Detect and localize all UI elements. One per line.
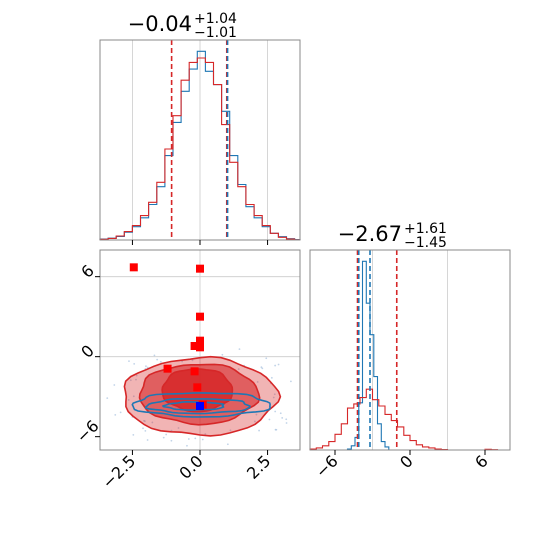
blue-contour-level-0 bbox=[131, 392, 271, 418]
hist-top-title-value: −0.04 bbox=[128, 12, 192, 36]
contour-sample-point bbox=[258, 429, 260, 432]
contour-sample-point bbox=[159, 360, 162, 363]
contour-sample-point bbox=[275, 428, 278, 431]
contour-ytick-label-2: 6 bbox=[77, 261, 98, 282]
hist-top-title: −0.04 +1.04−1.01 bbox=[128, 11, 237, 41]
hist-bottom-series-1 bbox=[309, 388, 499, 451]
contour-sample-point bbox=[221, 353, 224, 356]
red-marker-3 bbox=[196, 336, 204, 345]
contour-xtick-label-1: 0.0 bbox=[175, 451, 206, 482]
contour-sample-point bbox=[133, 362, 136, 365]
contour-sample-point bbox=[273, 393, 276, 396]
contour-sample-point bbox=[201, 438, 204, 441]
contour-sample-point bbox=[226, 443, 229, 446]
contour-sample-point bbox=[238, 348, 241, 351]
hist-bottom-series-0 bbox=[346, 260, 390, 450]
contour-sample-point bbox=[253, 420, 256, 423]
hist-bottom-title-lower-error: −1.45 bbox=[404, 235, 447, 251]
contour-sample-point bbox=[135, 378, 137, 381]
contour-ytick-label-0: −6 bbox=[73, 416, 103, 446]
contour-sample-point bbox=[274, 364, 277, 367]
contour-sample-point bbox=[129, 379, 132, 382]
hist-bottom-title-upper-error: +1.61 bbox=[404, 221, 447, 237]
contour-sample-point bbox=[204, 433, 207, 435]
contour-sample-point bbox=[132, 395, 135, 398]
contour-sample-point bbox=[194, 437, 197, 440]
contour-sample-point bbox=[268, 418, 271, 421]
contour-sample-point bbox=[281, 417, 284, 419]
contour-sample-point bbox=[145, 365, 147, 368]
contour-sample-point bbox=[151, 421, 154, 424]
red-marker-4 bbox=[196, 343, 204, 352]
contour-sample-point bbox=[162, 436, 165, 439]
red-marker-2 bbox=[196, 312, 204, 321]
contour-sample-point bbox=[229, 429, 232, 432]
contour-sample-point bbox=[237, 368, 240, 370]
contour-sample-point bbox=[165, 433, 168, 436]
contour-sample-point bbox=[142, 427, 144, 430]
blue-contour-level-1 bbox=[144, 397, 251, 415]
hist-bottom-title: −2.67 +1.61−1.45 bbox=[338, 221, 447, 251]
contour-sample-point bbox=[270, 376, 273, 379]
contour-sample-point bbox=[191, 359, 194, 362]
contour-sample-point bbox=[119, 411, 122, 414]
contour-sample-point bbox=[153, 354, 156, 357]
red-marker-5 bbox=[190, 342, 199, 350]
contour-sample-point bbox=[127, 399, 130, 401]
contour-ytick-label-1: 0 bbox=[77, 341, 98, 362]
contour-sample-point bbox=[274, 410, 277, 413]
contour-sample-point bbox=[135, 374, 138, 377]
contour-sample-point bbox=[144, 429, 147, 432]
contour-sample-point bbox=[113, 384, 116, 386]
contour-xtick-label-0: −2.5 bbox=[98, 451, 139, 492]
contour-sample-point bbox=[181, 360, 183, 363]
hist-top-title-upper-error: +1.04 bbox=[194, 11, 237, 27]
contour-sample-point bbox=[285, 418, 288, 421]
contour-sample-point bbox=[170, 439, 173, 442]
contour-sample-point bbox=[187, 438, 190, 440]
red-marker-0 bbox=[129, 263, 138, 272]
contour-sample-point bbox=[279, 412, 282, 415]
contour-sample-point bbox=[146, 439, 149, 441]
red-marker-8 bbox=[193, 383, 202, 392]
blue-contour-level-2 bbox=[161, 400, 225, 411]
contour-sample-point bbox=[277, 363, 280, 366]
hist-bottom-xtick-label-2: 6 bbox=[471, 451, 492, 472]
contour-sample-point bbox=[143, 420, 146, 423]
contour-sample-point bbox=[156, 358, 159, 361]
contour-sample-point bbox=[256, 381, 259, 383]
blue-marker-0 bbox=[196, 402, 204, 410]
contour-sample-point bbox=[128, 360, 130, 363]
contour-sample-point bbox=[106, 397, 109, 399]
hist-bottom-xtick-label-1: 0 bbox=[396, 451, 417, 472]
red-marker-7 bbox=[190, 367, 199, 376]
contour-sample-point bbox=[272, 396, 275, 399]
contour-sample-point bbox=[290, 380, 292, 383]
hist-bottom-xtick-label-0: −6 bbox=[312, 451, 342, 481]
contour-sample-point bbox=[265, 357, 268, 360]
contour-xtick-label-2: 2.5 bbox=[243, 451, 274, 482]
contour-sample-point bbox=[255, 413, 258, 416]
contour-sample-point bbox=[186, 444, 188, 447]
hist-bottom-title-value: −2.67 bbox=[338, 222, 402, 246]
red-marker-6 bbox=[163, 364, 172, 373]
contour-sample-point bbox=[132, 434, 135, 436]
contour-sample-point bbox=[177, 427, 180, 429]
red-marker-1 bbox=[196, 264, 204, 273]
hist-top-title-lower-error: −1.01 bbox=[194, 25, 237, 41]
contour-sample-point bbox=[285, 422, 288, 424]
contour-sample-point bbox=[261, 367, 264, 370]
hist-top-series-1 bbox=[99, 57, 301, 241]
bottom-right-panel bbox=[310, 250, 510, 450]
contour-sample-point bbox=[114, 413, 117, 416]
